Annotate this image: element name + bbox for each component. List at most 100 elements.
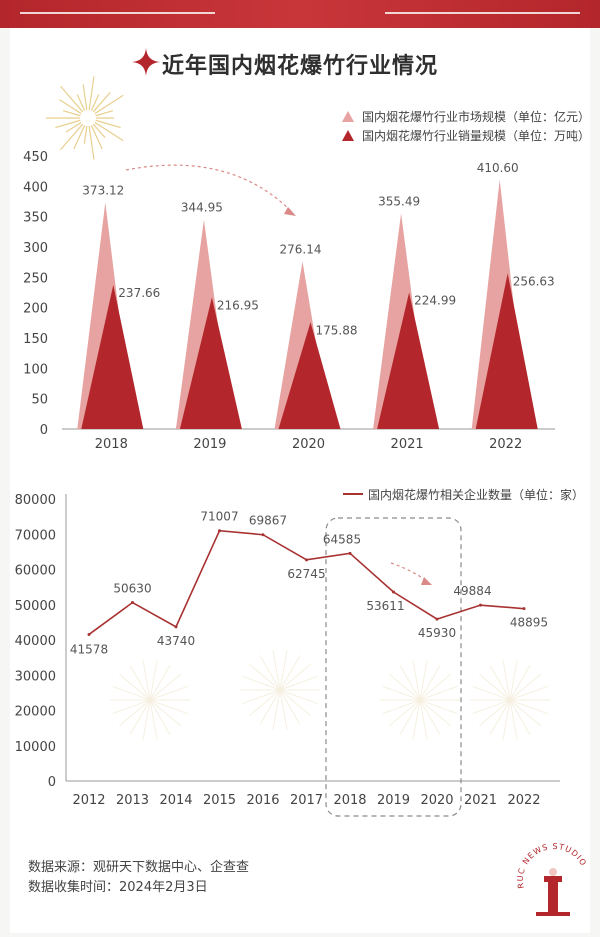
- ruc-news-studio-logo: RUC NEWS STUDIO: [516, 842, 587, 916]
- firework-ray: [149, 665, 171, 701]
- enterprise-count-label: 41578: [70, 642, 108, 656]
- firework-ray: [92, 91, 111, 113]
- firework-ray: [95, 119, 121, 129]
- source-line: 数据来源：观研天下数据中心、企查查: [28, 860, 250, 875]
- y-tick-label: 350: [23, 211, 48, 226]
- sales-volume-peak: [377, 292, 440, 429]
- title-row: 近年国内烟花爆竹行业情况: [0, 48, 600, 80]
- x-tick-label: 2021: [464, 793, 497, 808]
- x-tick-label: 2019: [193, 437, 226, 452]
- firework-ray: [119, 673, 151, 701]
- x-tick-label: 2019: [377, 793, 410, 808]
- firework-ray: [112, 685, 151, 701]
- sales-volume-label: 216.95: [217, 298, 259, 312]
- y-tick-label: 50: [31, 393, 48, 408]
- x-tick-label: 2012: [72, 793, 105, 808]
- y-tick-label: 50000: [15, 599, 56, 614]
- enterprise-count-label: 50630: [113, 582, 151, 596]
- enterprise-chart: 国内烟花爆竹相关企业数量（单位：家） 0 10000 20000 30000 40000 5…: [15, 487, 584, 817]
- banner-line-right: [385, 12, 580, 14]
- trend-arrow-head: [421, 577, 432, 585]
- firework-ray: [73, 125, 86, 150]
- enterprise-count-label: 43740: [157, 634, 195, 648]
- firework-ray: [60, 85, 84, 113]
- firework-ray: [242, 689, 281, 705]
- enterprise-count-line: [88, 529, 525, 636]
- legend-label: 国内烟花爆竹行业销量规模（单位：万吨）: [362, 128, 590, 143]
- enterprise-count-label: 49884: [453, 584, 491, 598]
- firework-ray: [279, 689, 301, 725]
- y-tick-label: 450: [23, 150, 48, 165]
- enterprise-count-point: [479, 603, 482, 607]
- firework-ray: [509, 699, 531, 735]
- y-tick-label: 0: [48, 775, 56, 790]
- firework-ray: [389, 673, 421, 701]
- firework-ray: [509, 699, 518, 740]
- firework-decoration: [46, 76, 124, 160]
- enterprise-count-point: [131, 601, 134, 605]
- firework-ray: [489, 665, 511, 701]
- firework-ray: [90, 94, 100, 111]
- x-tick-label: 2018: [333, 793, 366, 808]
- firework-ray: [279, 655, 301, 691]
- sales-volume-label: 256.63: [513, 274, 555, 288]
- firework-ray: [90, 125, 103, 150]
- firework-ray: [65, 121, 82, 133]
- enterprise-count-point: [218, 529, 221, 533]
- enterprise-count-label: 64585: [323, 532, 361, 546]
- enterprise-count-label: 45930: [418, 626, 456, 640]
- y-tick-label: 20000: [15, 705, 56, 720]
- firework-ray: [419, 660, 428, 701]
- y-tick-label: 60000: [15, 564, 56, 579]
- source-notes: 数据来源：观研天下数据中心、企查查 数据收集时间：2024年2月3日: [28, 858, 249, 898]
- firework-ray: [509, 673, 541, 701]
- firework-ray: [419, 699, 441, 735]
- enterprise-count-label: 71007: [200, 510, 238, 524]
- firework-ray: [412, 660, 421, 701]
- firework-ray: [249, 663, 281, 691]
- firework-ray: [142, 699, 151, 740]
- firework-ray: [82, 84, 88, 111]
- firework-ray: [112, 699, 151, 715]
- firework-ray: [279, 689, 318, 705]
- firework-ray: [279, 650, 288, 691]
- sales-volume-peak: [278, 322, 341, 429]
- banner-line-left: [20, 12, 215, 14]
- sales-volume-label: 224.99: [414, 294, 456, 308]
- x-tick-label: 2021: [391, 437, 424, 452]
- y-tick-label: 40000: [15, 634, 56, 649]
- firework-ray: [94, 121, 124, 142]
- firework-ray: [62, 110, 81, 117]
- firework-ray: [242, 675, 281, 691]
- legend-label: 国内烟花爆竹相关企业数量（单位：家）: [368, 487, 584, 502]
- enterprise-count-point: [305, 558, 308, 562]
- firework-ray: [412, 699, 421, 740]
- market-size-label: 344.95: [181, 201, 223, 215]
- enterprise-count-point: [348, 551, 352, 555]
- firework-ray: [55, 119, 81, 129]
- y-tick-label: 80000: [15, 493, 56, 508]
- firework-ray: [149, 660, 158, 701]
- firework-ray: [479, 673, 511, 701]
- firework-ray: [83, 125, 88, 144]
- firework-ray: [399, 665, 421, 701]
- firework-ray: [419, 699, 458, 715]
- market-size-label: 373.12: [82, 184, 124, 198]
- firework-ray: [249, 689, 281, 717]
- firework-ray: [382, 685, 421, 701]
- firework-ray: [149, 673, 181, 701]
- top-banner: [0, 0, 600, 28]
- firework-ray: [382, 699, 421, 715]
- y-tick-label: 0: [40, 423, 48, 438]
- firework-ray: [88, 125, 95, 160]
- y-tick-label: 400: [23, 180, 48, 195]
- firework-ray: [472, 685, 511, 701]
- sales-volume-peak: [179, 297, 242, 429]
- firework-ray: [472, 699, 511, 715]
- x-tick-label: 2016: [246, 793, 279, 808]
- firework-ray: [389, 699, 421, 727]
- firework-ray: [419, 699, 428, 740]
- legend-marker: [342, 111, 354, 122]
- firework-ray: [92, 123, 106, 139]
- y-tick-label: 70000: [15, 528, 56, 543]
